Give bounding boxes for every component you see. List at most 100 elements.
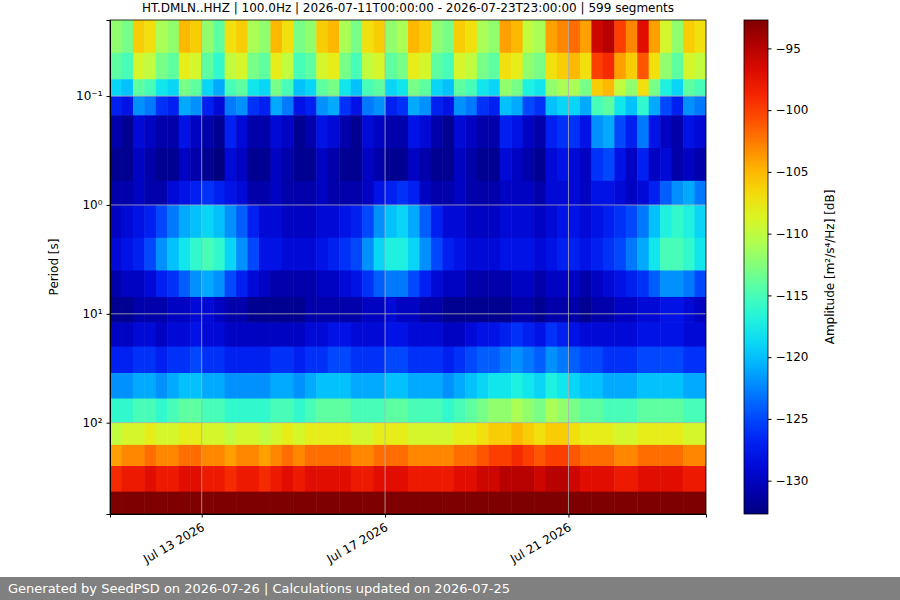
cell [626,115,638,148]
cell [225,181,237,206]
cell [500,148,512,181]
cell [557,53,569,80]
cell [649,347,661,374]
cell [121,20,133,53]
cell [305,322,317,347]
cell [362,347,374,374]
cell [672,423,684,446]
cell [248,270,260,297]
cell [362,492,374,514]
cell [248,115,260,148]
cell [557,445,569,467]
cell [179,270,191,297]
cell [683,399,695,424]
cell [477,148,489,181]
cell [637,205,649,238]
cell [190,322,202,347]
cell [511,466,523,492]
cell [695,297,706,323]
cell [167,181,179,206]
cell [626,270,638,297]
cell [454,148,466,181]
cell [649,53,661,80]
cell [534,115,546,148]
tick: 10¹ [82,307,110,321]
cell [167,53,179,80]
cell [167,79,179,96]
cell [339,373,351,399]
cell [110,79,122,96]
cell [500,96,512,116]
cell [511,270,523,297]
cell [546,347,558,374]
cell [328,205,340,238]
cell [626,347,638,374]
cell [133,270,145,297]
cell [156,322,168,347]
cell [328,53,340,80]
cell [568,466,580,492]
cell [408,205,420,238]
cell [431,115,443,148]
cell [374,53,386,80]
cell [225,492,237,514]
cell [385,270,397,297]
cell [465,20,477,53]
tick: −120 [768,350,808,364]
cell [557,270,569,297]
cell [408,466,420,492]
cell [110,347,122,374]
cell [431,79,443,96]
cell [328,148,340,181]
cell [374,205,386,238]
cell [500,322,512,347]
cell [431,96,443,116]
cell [488,20,500,53]
cell [362,115,374,148]
cell [167,466,179,492]
cell [374,347,386,374]
cell [282,347,294,374]
cell [511,373,523,399]
cell [362,79,374,96]
cell [156,115,168,148]
cell [385,79,397,96]
cell [603,399,615,424]
cell [523,399,535,424]
cell [419,399,431,424]
cell [591,96,603,116]
cell [213,238,225,271]
cell [419,297,431,323]
cell [557,20,569,53]
cell [614,322,626,347]
cell [385,20,397,53]
cell [362,205,374,238]
cell [546,270,558,297]
cell [190,423,202,446]
cell [454,423,466,446]
cell [225,96,237,116]
cell [179,20,191,53]
cell [225,115,237,148]
cell [546,466,558,492]
cell [339,115,351,148]
cell [534,297,546,323]
tick-label: −130 [776,474,809,488]
cell [637,270,649,297]
cell [431,205,443,238]
cell [167,492,179,514]
axis-line [107,21,111,515]
cell [546,399,558,424]
cell [397,423,409,446]
cell [488,399,500,424]
axis-line [111,515,707,518]
cell [637,238,649,271]
cell [351,53,363,80]
cell [362,96,374,116]
tick-mark [107,314,111,315]
cell [637,492,649,514]
cell [454,492,466,514]
cell [465,238,477,271]
cell [179,423,191,446]
cell [110,181,122,206]
